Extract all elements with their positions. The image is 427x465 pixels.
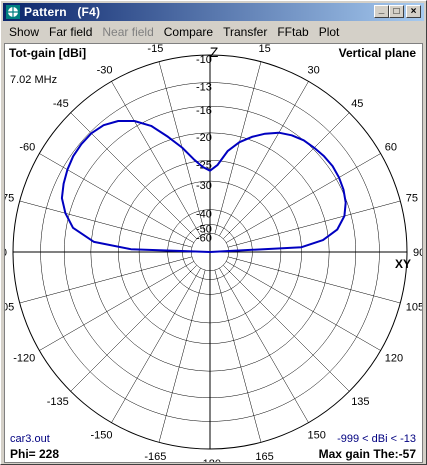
angle-label: 150: [308, 430, 326, 442]
grid-spoke: [226, 261, 381, 351]
grid-spoke: [111, 268, 201, 423]
app-icon: [6, 5, 20, 19]
grid-spoke: [223, 112, 350, 239]
angle-label: -30: [97, 64, 113, 76]
plane-label: Vertical plane: [338, 46, 416, 60]
angle-label: 30: [308, 64, 320, 76]
grid-spoke: [226, 153, 381, 243]
polar-chart: -10-13-16-20-25-30-40-50-60-15-30-45-60-…: [5, 44, 422, 462]
grid-spoke: [39, 153, 194, 243]
radial-label: -60: [196, 232, 212, 244]
menu-fftab[interactable]: FFtab: [277, 25, 309, 39]
minimize-icon: _: [378, 3, 385, 15]
angle-label: 75: [406, 192, 418, 204]
grid-spoke: [19, 200, 192, 248]
angle-label: -90: [5, 247, 7, 259]
grid-spoke: [39, 261, 194, 351]
window-title: Pattern (F4): [24, 5, 101, 19]
menu-plot[interactable]: Plot: [318, 25, 340, 39]
grid-spoke: [70, 265, 197, 392]
angle-label: -150: [90, 430, 112, 442]
radial-label: -40: [196, 209, 212, 221]
angle-label: -75: [5, 192, 14, 204]
maximize-icon: □: [393, 5, 400, 17]
close-icon: ×: [410, 5, 417, 17]
polar-plot-area[interactable]: -10-13-16-20-25-30-40-50-60-15-30-45-60-…: [4, 43, 423, 463]
angle-label: 105: [406, 302, 422, 314]
angle-label: -105: [5, 302, 14, 314]
gain-unit-label: Tot-gain [dBi]: [9, 46, 87, 60]
angle-label: 90: [413, 247, 422, 259]
radial-label: -10: [196, 54, 212, 66]
grid-spoke: [228, 256, 401, 304]
grid-spoke: [219, 81, 309, 236]
grid-spoke: [214, 270, 262, 443]
close-button[interactable]: ×: [406, 5, 421, 18]
angle-label: 165: [255, 451, 273, 462]
angle-label: -45: [53, 98, 69, 110]
radial-label: -50: [196, 223, 212, 235]
frequency-label: 7.02 MHz: [10, 74, 58, 86]
grid-spoke: [219, 268, 309, 423]
xy-axis-caption: XY: [395, 257, 411, 271]
filename-label: car3.out: [10, 433, 50, 445]
angle-label: -60: [19, 142, 35, 154]
angle-label: 45: [351, 98, 363, 110]
range-label: -999 < dBi < -13: [337, 433, 416, 445]
max-gain-label: Max gain The:-57: [318, 447, 416, 461]
maximize-button[interactable]: □: [389, 5, 404, 18]
gain-trace: [60, 120, 347, 253]
angle-label: -15: [147, 44, 163, 55]
menu-near-field[interactable]: Near field: [102, 25, 154, 39]
menu-far-field[interactable]: Far field: [49, 25, 93, 39]
grid-spoke: [214, 61, 262, 234]
angle-label: -135: [47, 396, 69, 408]
angle-label: -180: [199, 458, 221, 462]
menu-transfer[interactable]: Transfer: [223, 25, 268, 39]
phi-label: Phi= 228: [10, 447, 60, 461]
grid-spoke: [19, 256, 192, 304]
title-bar[interactable]: Pattern (F4) _ □ ×: [3, 3, 424, 21]
angle-label: 120: [385, 353, 403, 365]
angle-label: 60: [385, 142, 397, 154]
radial-label: -16: [196, 105, 212, 117]
angle-label: 135: [351, 396, 369, 408]
grid-spoke: [111, 81, 201, 236]
radial-label: -25: [196, 159, 212, 171]
radial-label: -20: [196, 132, 212, 144]
grid-spoke: [228, 200, 401, 248]
grid-spoke: [223, 265, 350, 392]
grid-spoke: [158, 270, 206, 443]
angle-label: -120: [13, 353, 35, 365]
menu-bar: Show Far field Near field Compare Transf…: [3, 23, 424, 41]
menu-compare[interactable]: Compare: [163, 25, 214, 39]
angle-label: -165: [144, 451, 166, 462]
menu-show[interactable]: Show: [9, 25, 40, 39]
angle-label: 15: [258, 44, 270, 55]
radial-label: -30: [196, 180, 212, 192]
minimize-button[interactable]: _: [374, 3, 389, 18]
radial-label: -13: [196, 82, 212, 94]
z-axis-caption: Z: [210, 44, 219, 60]
